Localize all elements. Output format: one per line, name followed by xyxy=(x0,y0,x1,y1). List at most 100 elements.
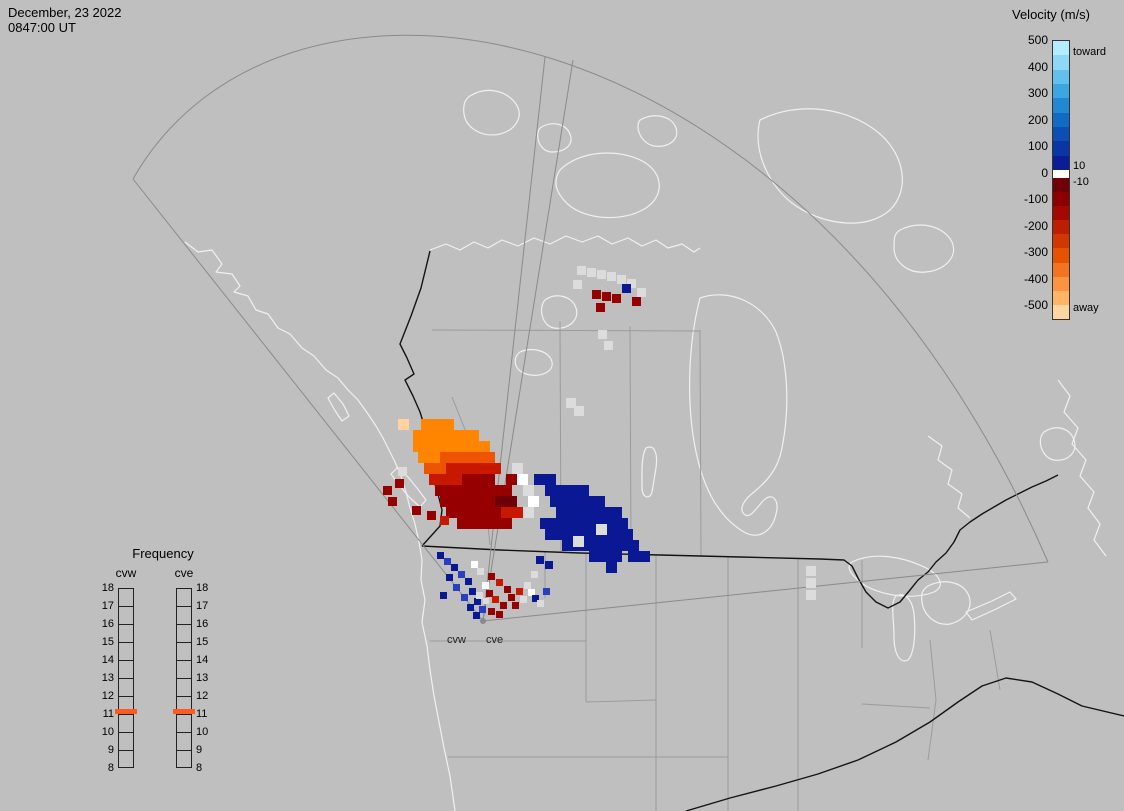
velocity-data-cell xyxy=(484,474,495,485)
frequency-tick-label-cve: 15 xyxy=(196,636,209,648)
cvw-column-header: cvw xyxy=(115,566,137,580)
velocity-data-cell xyxy=(512,463,523,474)
velocity-data-cell xyxy=(573,280,582,289)
velocity-data-cell xyxy=(500,602,507,609)
velocity-data-cell xyxy=(413,430,424,441)
velocity-data-cell xyxy=(435,485,446,496)
velocity-data-cell xyxy=(611,529,622,540)
frequency-tick-label-cve: 12 xyxy=(196,690,209,702)
velocity-tick-label: 300 xyxy=(1027,86,1048,100)
velocity-data-cell xyxy=(395,479,404,488)
velocity-data-cell xyxy=(606,540,617,551)
velocity-data-cell xyxy=(592,290,601,299)
velocity-data-cell xyxy=(567,507,578,518)
velocity-data-cell xyxy=(453,584,460,591)
velocity-data-cell xyxy=(479,441,490,452)
radar-site-label-cvw: cvw xyxy=(447,634,466,646)
frequency-tick-line xyxy=(177,732,191,733)
frequency-tick-label-cve: 13 xyxy=(196,672,209,684)
velocity-data-cell xyxy=(545,485,556,496)
frequency-legend-title: Frequency xyxy=(132,546,194,561)
velocity-data-cell xyxy=(468,463,479,474)
velocity-data-cell xyxy=(468,430,479,441)
velocity-data-cell xyxy=(440,592,447,599)
frequency-current-marker xyxy=(173,709,195,714)
frequency-tick-label-cvw: 16 xyxy=(101,618,114,630)
velocity-data-cell xyxy=(532,595,539,602)
velocity-data-cell xyxy=(578,485,589,496)
velocity-data-cell xyxy=(496,611,503,618)
velocity-data-cell xyxy=(562,518,573,529)
velocity-data-cell xyxy=(435,430,446,441)
velocity-data-cell xyxy=(501,518,512,529)
frequency-tick-label-cvw: 15 xyxy=(101,636,114,648)
frequency-tick-line xyxy=(119,750,133,751)
velocity-tick-label: 500 xyxy=(1027,33,1048,47)
state-province-borders xyxy=(430,321,1001,811)
velocity-data-cell xyxy=(424,430,435,441)
velocity-data-cell xyxy=(501,507,512,518)
velocity-tick-label: 400 xyxy=(1027,59,1048,74)
velocity-data-cell xyxy=(545,474,556,485)
frequency-tick-label-cvw: 18 xyxy=(101,582,114,594)
velocity-data-cell xyxy=(398,419,409,430)
frequency-tick-label-cvw: 17 xyxy=(101,600,114,612)
time-text: 0847:00 UT xyxy=(8,20,76,35)
velocity-data-cell xyxy=(584,540,595,551)
velocity-data-cell xyxy=(572,496,583,507)
velocity-data-cell xyxy=(512,507,523,518)
velocity-data-cell xyxy=(457,441,468,452)
velocity-data-cell xyxy=(567,485,578,496)
frequency-tick-line xyxy=(177,714,191,715)
velocity-data-cell xyxy=(584,518,595,529)
velocity-data-cell xyxy=(435,441,446,452)
velocity-data-cell xyxy=(501,485,512,496)
velocity-data-cell xyxy=(488,608,495,615)
velocity-data-cell xyxy=(639,551,650,562)
frequency-tick-line xyxy=(177,624,191,625)
velocity-data-cell xyxy=(440,516,449,525)
velocity-colorbar-segment xyxy=(1053,248,1069,263)
velocity-data-cell xyxy=(473,474,484,485)
velocity-data-cell xyxy=(490,463,501,474)
frequency-tick-label-cve: 10 xyxy=(196,726,209,738)
frequency-tick-label-cvw: 11 xyxy=(102,708,114,720)
velocity-colorbar-segment xyxy=(1053,304,1069,319)
velocity-data-cell xyxy=(468,441,479,452)
frequency-tick-line xyxy=(119,732,133,733)
velocity-data-cell xyxy=(516,588,523,595)
velocity-data-cell xyxy=(479,463,490,474)
radar-site-label-cve: cve xyxy=(486,634,504,646)
velocity-colorbar-segment xyxy=(1053,276,1069,291)
velocity-data-cell xyxy=(574,406,584,416)
frequency-tick-label-cvw: 12 xyxy=(101,690,114,702)
velocity-data-cell xyxy=(556,529,567,540)
velocity-data-cell xyxy=(476,592,483,599)
velocity-data-cell xyxy=(524,582,531,589)
frequency-tick-line xyxy=(177,696,191,697)
velocity-data-cell xyxy=(528,589,535,596)
velocity-colorbar-segment xyxy=(1053,262,1069,277)
velocity-data-cell xyxy=(573,518,584,529)
velocity-tick-label: 100 xyxy=(1027,139,1048,153)
velocity-data-cell xyxy=(483,598,489,604)
velocity-data-cell xyxy=(465,578,472,585)
velocity-colorbar-segment xyxy=(1053,98,1069,113)
national-borders xyxy=(399,250,1124,811)
velocity-data-cell xyxy=(457,485,468,496)
velocity-data-cell xyxy=(473,496,484,507)
velocity-data-cell xyxy=(446,507,457,518)
velocity-data-cell xyxy=(492,596,499,603)
velocity-data-cell xyxy=(457,430,468,441)
velocity-data-cell xyxy=(622,529,633,540)
velocity-data-cell xyxy=(617,518,628,529)
velocity-data-cell xyxy=(440,496,451,507)
velocity-data-cell xyxy=(520,596,527,603)
frequency-tick-label-cve: 8 xyxy=(196,762,203,774)
velocity-data-cell xyxy=(484,496,495,507)
frequency-tick-label-cve: 9 xyxy=(196,744,203,756)
radar-site-dot xyxy=(480,618,486,624)
velocity-colorbar-segment xyxy=(1053,126,1069,142)
velocity-data-cell xyxy=(606,562,617,573)
velocity-data-cell xyxy=(589,507,600,518)
